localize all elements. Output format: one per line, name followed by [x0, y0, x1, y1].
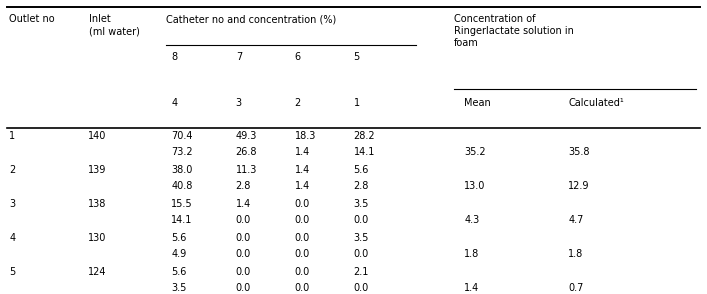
- Text: 1.4: 1.4: [295, 165, 310, 175]
- Text: 2.8: 2.8: [235, 181, 251, 191]
- Text: 1.4: 1.4: [235, 198, 251, 208]
- Text: 4.7: 4.7: [568, 215, 584, 225]
- Text: 5.6: 5.6: [171, 267, 187, 277]
- Text: 5.6: 5.6: [171, 233, 187, 243]
- Text: 12.9: 12.9: [568, 181, 590, 191]
- Text: 13.0: 13.0: [464, 181, 486, 191]
- Text: 0.0: 0.0: [235, 215, 251, 225]
- Text: 38.0: 38.0: [171, 165, 192, 175]
- Text: 14.1: 14.1: [171, 215, 192, 225]
- Text: 0.0: 0.0: [295, 198, 310, 208]
- Text: 35.2: 35.2: [464, 147, 486, 157]
- Text: 14.1: 14.1: [354, 147, 375, 157]
- Text: 7: 7: [235, 52, 242, 62]
- Text: 5: 5: [354, 52, 360, 62]
- Text: Concentration of
Ringerlactate solution in
foam: Concentration of Ringerlactate solution …: [454, 14, 574, 48]
- Text: Catheter no and concentration (%): Catheter no and concentration (%): [166, 14, 337, 24]
- Text: 70.4: 70.4: [171, 131, 193, 141]
- Text: 0.0: 0.0: [354, 215, 369, 225]
- Text: 2.8: 2.8: [354, 181, 369, 191]
- Text: 0.0: 0.0: [295, 267, 310, 277]
- Text: 1.4: 1.4: [464, 283, 479, 293]
- Text: 5.6: 5.6: [354, 165, 369, 175]
- Text: 0.0: 0.0: [295, 283, 310, 293]
- Text: 140: 140: [88, 131, 106, 141]
- Text: 3: 3: [9, 198, 16, 208]
- Text: Outlet no: Outlet no: [9, 14, 54, 24]
- Text: 3: 3: [235, 98, 242, 108]
- Text: 0.0: 0.0: [235, 283, 251, 293]
- Text: 139: 139: [88, 165, 106, 175]
- Text: 4: 4: [171, 98, 177, 108]
- Text: 0.0: 0.0: [235, 249, 251, 259]
- Text: 28.2: 28.2: [354, 131, 375, 141]
- Text: 2: 2: [295, 98, 301, 108]
- Text: 1.4: 1.4: [295, 147, 310, 157]
- Text: 0.0: 0.0: [295, 249, 310, 259]
- Text: 0.0: 0.0: [354, 283, 369, 293]
- Text: 11.3: 11.3: [235, 165, 257, 175]
- Text: 0.0: 0.0: [295, 215, 310, 225]
- Text: 1: 1: [9, 131, 16, 141]
- Text: 18.3: 18.3: [295, 131, 316, 141]
- Text: Calculated¹: Calculated¹: [568, 98, 624, 108]
- Text: 73.2: 73.2: [171, 147, 193, 157]
- Text: 3.5: 3.5: [171, 283, 187, 293]
- Text: 6: 6: [295, 52, 300, 62]
- Text: 4.9: 4.9: [171, 249, 187, 259]
- Text: 0.0: 0.0: [354, 249, 369, 259]
- Text: 0.0: 0.0: [235, 233, 251, 243]
- Text: 2: 2: [9, 165, 16, 175]
- Text: 5: 5: [9, 267, 16, 277]
- Text: 2.1: 2.1: [354, 267, 369, 277]
- Text: 4: 4: [9, 233, 16, 243]
- Text: 15.5: 15.5: [171, 198, 193, 208]
- Text: 8: 8: [171, 52, 177, 62]
- Text: 3.5: 3.5: [354, 198, 369, 208]
- Text: 35.8: 35.8: [568, 147, 590, 157]
- Text: 0.7: 0.7: [568, 283, 584, 293]
- Text: 3.5: 3.5: [354, 233, 369, 243]
- Text: 124: 124: [88, 267, 106, 277]
- Text: 1.4: 1.4: [295, 181, 310, 191]
- Text: 138: 138: [88, 198, 106, 208]
- Text: 0.0: 0.0: [295, 233, 310, 243]
- Text: 26.8: 26.8: [235, 147, 257, 157]
- Text: 0.0: 0.0: [235, 267, 251, 277]
- Text: 1.8: 1.8: [568, 249, 583, 259]
- Text: 1: 1: [354, 98, 360, 108]
- Text: Inlet
(ml water): Inlet (ml water): [89, 14, 140, 36]
- Text: 40.8: 40.8: [171, 181, 192, 191]
- Text: 49.3: 49.3: [235, 131, 257, 141]
- Text: 130: 130: [88, 233, 106, 243]
- Text: 4.3: 4.3: [464, 215, 479, 225]
- Text: 1.8: 1.8: [464, 249, 479, 259]
- Text: Mean: Mean: [464, 98, 491, 108]
